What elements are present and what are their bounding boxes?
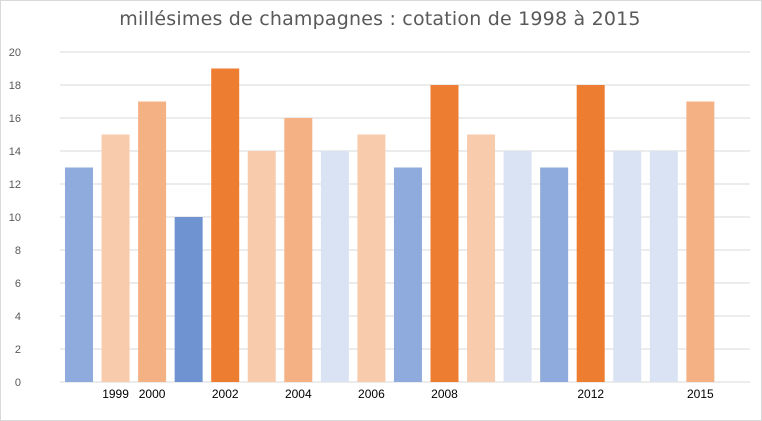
- bar: [101, 134, 130, 382]
- bar: [467, 134, 496, 382]
- bar: [357, 134, 386, 382]
- y-tick-label: 8: [15, 245, 21, 257]
- bar: [430, 85, 459, 382]
- bar: [393, 167, 422, 382]
- y-tick-label: 10: [9, 212, 21, 224]
- bar: [320, 151, 349, 382]
- bar: [540, 167, 569, 382]
- y-tick-label: 16: [9, 113, 21, 125]
- x-tick-label: 2002: [212, 387, 239, 401]
- y-tick-label: 2: [15, 344, 21, 356]
- bar: [576, 85, 605, 382]
- bars: [65, 68, 715, 382]
- x-tick-label: 2004: [285, 387, 312, 401]
- bar: [613, 151, 642, 382]
- bar: [503, 151, 532, 382]
- y-tick-label: 6: [15, 278, 21, 290]
- y-tick-label: 4: [15, 311, 21, 323]
- y-tick-label: 12: [9, 179, 21, 191]
- bar: [686, 101, 715, 382]
- y-axis-ticks: 0 2 4 6 8 10 12 14 16 18 20: [9, 47, 21, 389]
- y-tick-label: 0: [15, 377, 21, 389]
- x-tick-label: 2000: [139, 387, 166, 401]
- bar: [174, 217, 203, 382]
- y-tick-label: 20: [9, 47, 21, 59]
- y-tick-label: 18: [9, 80, 21, 92]
- bar: [284, 118, 313, 382]
- bar: [138, 101, 167, 382]
- bar: [65, 167, 93, 382]
- y-tick-label: 14: [9, 146, 21, 158]
- x-axis-ticks: 1999 2000 2002 2004 2006 2008 2012 2015: [102, 387, 714, 401]
- x-tick-label: 2008: [431, 387, 458, 401]
- bar: [247, 151, 276, 382]
- x-tick-label: 2012: [577, 387, 604, 401]
- bar: [211, 68, 240, 382]
- x-tick-label: 2015: [687, 387, 714, 401]
- chart-title: millésimes de champagnes : cotation de 1…: [119, 8, 641, 30]
- x-tick-label: 1999: [102, 387, 129, 401]
- bar: [649, 151, 678, 382]
- x-tick-label: 2006: [358, 387, 385, 401]
